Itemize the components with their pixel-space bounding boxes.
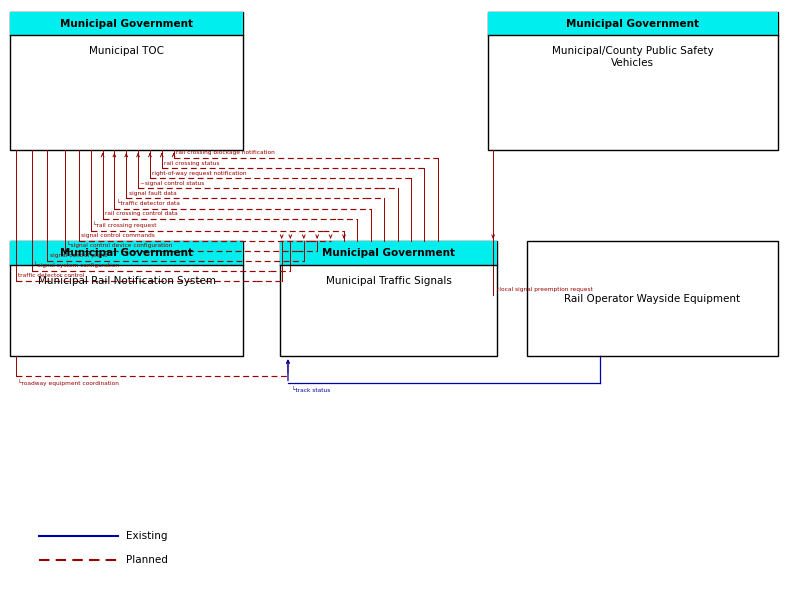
Text: Municipal Rail Notification System: Municipal Rail Notification System [38,276,215,286]
Text: rail crossing blockage notification: rail crossing blockage notification [176,151,275,155]
Text: └rail crossing request: └rail crossing request [93,221,156,228]
Text: right-of-way request notification: right-of-way request notification [152,171,247,176]
Text: signal fault data: signal fault data [129,191,177,196]
Bar [280,241,497,356]
Text: └signal control device configuration: └signal control device configuration [67,241,172,248]
Text: Municipal TOC: Municipal TOC [89,46,164,56]
Bar [10,241,243,356]
Bar [488,12,778,150]
Text: rail crossing control data: rail crossing control data [105,211,178,216]
Text: └traffic detector data: └traffic detector data [117,200,180,206]
Text: traffic detector control: traffic detector control [18,273,84,278]
Text: rlocal signal preemption request: rlocal signal preemption request [497,287,593,292]
Bar [10,12,243,35]
Text: rail crossing status: rail crossing status [164,161,219,166]
Text: Municipal Government: Municipal Government [322,249,455,258]
Text: signal control plans: signal control plans [50,253,107,258]
Text: Municipal Government: Municipal Government [60,249,193,258]
Text: └track status: └track status [292,387,331,393]
Text: Municipal Government: Municipal Government [60,19,193,28]
Text: Existing: Existing [126,531,168,541]
Text: Planned: Planned [126,555,168,564]
Bar [10,241,243,265]
Bar [10,12,243,150]
Text: Municipal/County Public Safety
Vehicles: Municipal/County Public Safety Vehicles [552,46,713,68]
Text: ~signal control status: ~signal control status [140,181,205,186]
Text: └signal system configuration: └signal system configuration [34,261,119,268]
Bar [527,241,778,356]
Bar [280,241,497,265]
Text: signal control commands: signal control commands [81,233,155,238]
Text: └roadway equipment coordination: └roadway equipment coordination [18,379,119,386]
Text: Municipal Traffic Signals: Municipal Traffic Signals [326,276,451,286]
Text: Rail Operator Wayside Equipment: Rail Operator Wayside Equipment [564,294,741,304]
Bar [488,12,778,35]
Text: Municipal Government: Municipal Government [567,19,699,28]
